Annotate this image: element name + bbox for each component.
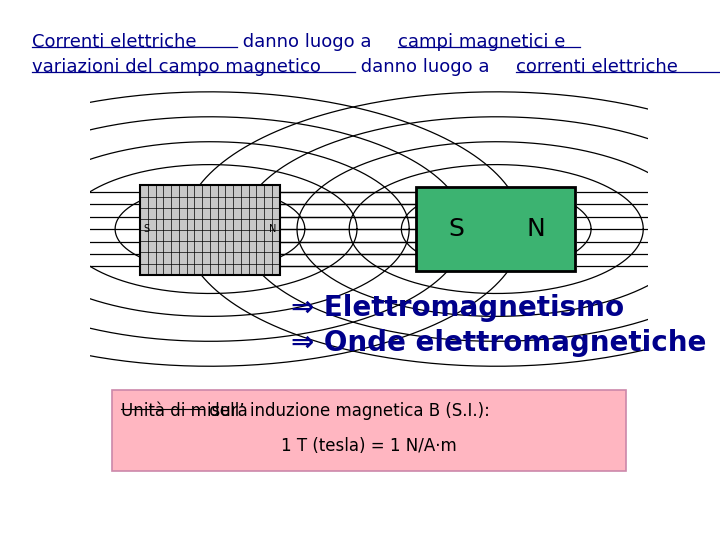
Bar: [140, 185, 279, 275]
Text: ⇒ Onde elettromagnetiche: ⇒ Onde elettromagnetiche: [291, 329, 706, 357]
Text: variazioni del campo magnetico: variazioni del campo magnetico: [32, 58, 321, 76]
Text: N: N: [269, 224, 276, 234]
Text: ⇒ Elettromagnetismo: ⇒ Elettromagnetismo: [291, 294, 624, 322]
Text: N: N: [526, 217, 545, 241]
Text: dell’ induzione magnetica B (S.I.):: dell’ induzione magnetica B (S.I.):: [204, 402, 490, 421]
Text: danno luogo a: danno luogo a: [355, 58, 495, 76]
Text: danno luogo a: danno luogo a: [236, 33, 377, 51]
Text: S: S: [144, 224, 150, 234]
Bar: [416, 187, 575, 271]
Bar: [112, 390, 626, 471]
Text: 1 T (tesla) = 1 N/A·m: 1 T (tesla) = 1 N/A·m: [281, 437, 457, 455]
Text: Correnti elettriche: Correnti elettriche: [32, 33, 197, 51]
Text: campi magnetici e: campi magnetici e: [397, 33, 565, 51]
Text: S: S: [449, 217, 464, 241]
Text: correnti elettriche: correnti elettriche: [516, 58, 678, 76]
Text: Unità di misura: Unità di misura: [121, 402, 248, 421]
